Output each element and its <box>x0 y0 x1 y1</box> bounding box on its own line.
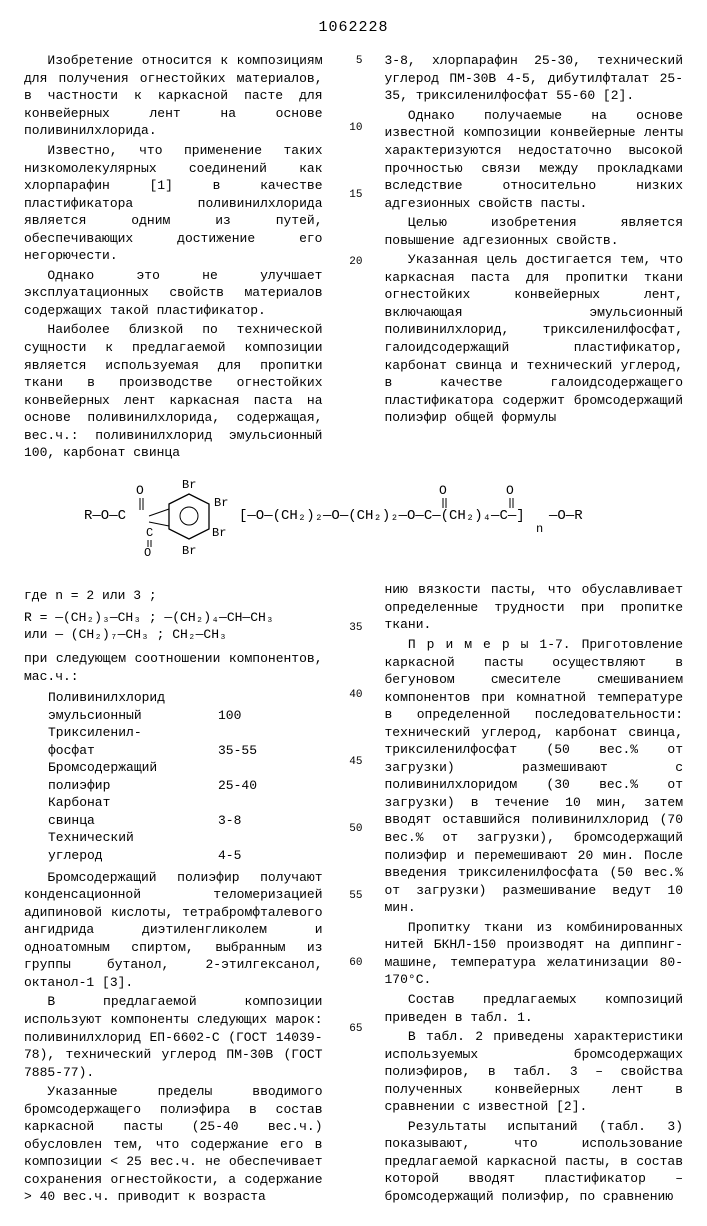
top-columns: Изобретение относится к композициям для … <box>24 52 683 464</box>
br-label: Br <box>214 496 228 510</box>
formula-oxygen: O <box>144 546 151 560</box>
document-number: 1062228 <box>24 18 683 38</box>
paragraph: Однако получаемые на основе известной ко… <box>385 107 684 212</box>
line-number: 35 <box>345 621 363 636</box>
paragraph: Пропитку ткани из комбинированных нитей … <box>385 919 684 989</box>
comp-value: 25-40 <box>218 777 278 795</box>
comp-value: 35-55 <box>218 742 278 760</box>
paragraph: Наиболее близкой по технической сущности… <box>24 321 323 461</box>
paragraph: Известно, что применение таких низкомоле… <box>24 142 323 265</box>
top-right-column: 3-8, хлорпарафин 25-30, технический угле… <box>385 52 684 464</box>
paragraph: Однако это не улучшает эксплуатационных … <box>24 267 323 320</box>
comp-label: Карбонат <box>48 794 218 812</box>
formula-oxygen: O <box>506 483 514 498</box>
paragraph: Бромсодержащий полиэфир получают конденс… <box>24 869 323 992</box>
comp-label: фосфат <box>48 742 218 760</box>
line-number: 20 <box>345 255 363 270</box>
formula-chain: [—O—(CH₂)₂—O—(CH₂)₂—O—C—(CH₂)₄—C—] <box>239 508 525 524</box>
paragraph: В табл. 2 приведены характеристики испол… <box>385 1028 684 1116</box>
paragraph: нию вязкости пасты, что обуславливает оп… <box>385 581 684 634</box>
line-number: 55 <box>345 889 363 904</box>
comp-label: Поливинилхлорид <box>48 689 218 707</box>
comp-label: Триксиленил- <box>48 724 218 742</box>
formula-text: C <box>146 526 153 540</box>
where-clause: где n = 2 или 3 ; <box>24 587 323 605</box>
paragraph: Результаты испытаний (табл. 3) показываю… <box>385 1118 684 1206</box>
r-definition: или — (CH₂)₇—CH₃ ; CH₂—CH₃ <box>24 626 323 644</box>
benzene-ring-icon <box>169 494 209 539</box>
line-number: 50 <box>345 822 363 837</box>
line-number-gutter: 35 40 45 50 55 60 65 <box>345 581 363 1208</box>
comp-label: Бромсодержащий <box>48 759 218 777</box>
paragraph: при следующем соотношении компонентов, м… <box>24 650 323 685</box>
bottom-right-column: нию вязкости пасты, что обуславливает оп… <box>385 581 684 1208</box>
paragraph: Указанные пределы вводимого бромсодержащ… <box>24 1083 323 1206</box>
comp-label: свинца <box>48 812 218 830</box>
paragraph: Состав предлагаемых композиций приведен … <box>385 991 684 1026</box>
bottom-columns: где n = 2 или 3 ; R = —(CH₂)₃—CH₃ ; —(CH… <box>24 581 683 1208</box>
comp-value: 100 <box>218 707 278 725</box>
formula-oxygen: O <box>439 483 447 498</box>
paragraph: 3-8, хлорпарафин 25-30, технический угле… <box>385 52 684 105</box>
paragraph: Целью изобретения является повышение адг… <box>385 214 684 249</box>
line-number: 5 <box>345 54 363 69</box>
br-label: Br <box>182 544 196 558</box>
formula-oxygen: O <box>136 483 144 498</box>
paragraph: Указанная цель достигается тем, что карк… <box>385 251 684 426</box>
line-number: 10 <box>345 121 363 136</box>
formula-subscript: n <box>536 522 543 536</box>
formula-text: —O—R <box>548 508 583 524</box>
paragraph: П р и м е р ы 1-7. Приготовление каркасн… <box>385 636 684 917</box>
bottom-left-column: где n = 2 или 3 ; R = —(CH₂)₃—CH₃ ; —(CH… <box>24 581 323 1208</box>
r-definition: R = —(CH₂)₃—CH₃ ; —(CH₂)₄—CH—CH₃ <box>24 609 323 627</box>
line-number: 45 <box>345 755 363 770</box>
comp-label: углерод <box>48 847 218 865</box>
formula-svg: R—O—C O C O Br Br Br Br [—O—(CH₂)₂—O—(CH… <box>74 474 634 564</box>
composition-table: Поливинилхлорид эмульсионный100 Триксиле… <box>48 689 323 864</box>
br-label: Br <box>182 478 196 492</box>
br-label: Br <box>212 526 226 540</box>
comp-label: полиэфир <box>48 777 218 795</box>
comp-label: Технический <box>48 829 218 847</box>
line-number: 15 <box>345 188 363 203</box>
paragraph: Изобретение относится к композициям для … <box>24 52 323 140</box>
line-number: 40 <box>345 688 363 703</box>
chemical-formula: R—O—C O C O Br Br Br Br [—O—(CH₂)₂—O—(CH… <box>24 474 683 570</box>
comp-value: 3-8 <box>218 812 278 830</box>
formula-text: R—O—C <box>84 508 126 524</box>
top-left-column: Изобретение относится к композициям для … <box>24 52 323 464</box>
paragraph: В предлагаемой композиции используют ком… <box>24 993 323 1081</box>
comp-value: 4-5 <box>218 847 278 865</box>
line-number-gutter: 5 10 15 20 <box>345 52 363 464</box>
comp-label: эмульсионный <box>48 707 218 725</box>
line-number: 60 <box>345 956 363 971</box>
line-number: 65 <box>345 1022 363 1037</box>
